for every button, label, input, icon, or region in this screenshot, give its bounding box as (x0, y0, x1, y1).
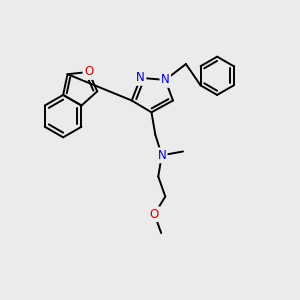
Text: N: N (158, 149, 166, 162)
Text: N: N (136, 71, 145, 84)
Text: O: O (84, 65, 93, 79)
Text: N: N (161, 74, 170, 86)
Text: O: O (150, 208, 159, 221)
